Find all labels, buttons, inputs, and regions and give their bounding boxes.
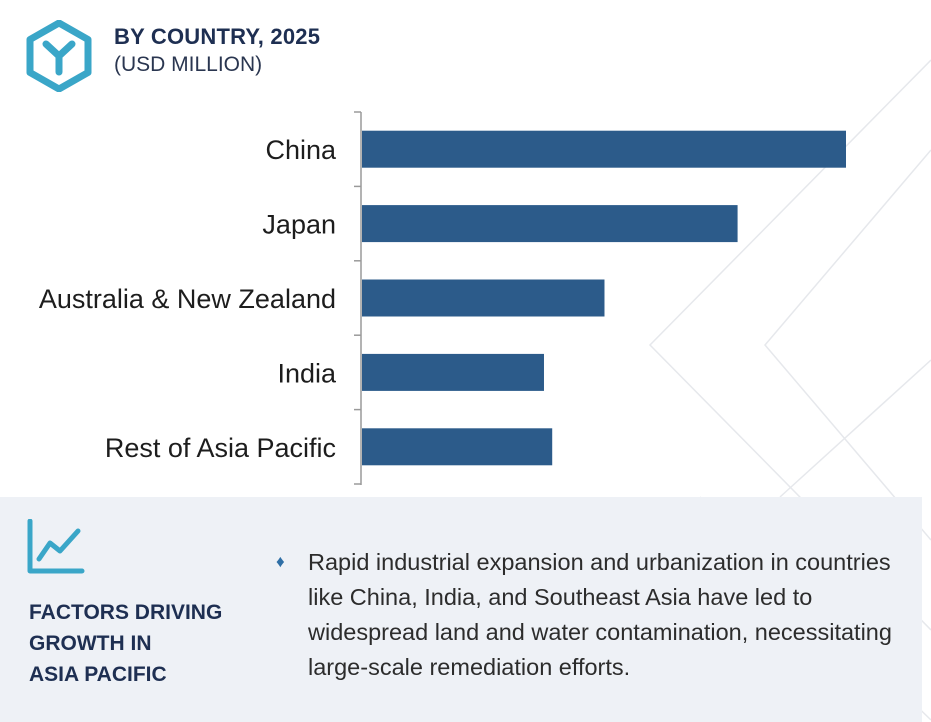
chart-title: BY COUNTRY, 2025 <box>114 24 321 49</box>
hexagon-y-logo-icon <box>26 20 92 92</box>
diamond-bullet-icon: ♦ <box>276 552 285 571</box>
bar <box>362 130 846 168</box>
factors-title-line: ASIA PACIFIC <box>29 663 167 686</box>
bar <box>362 279 605 317</box>
category-label: Australia & New Zealand <box>39 284 336 314</box>
category-label: China <box>265 135 337 165</box>
category-label: Japan <box>262 210 336 240</box>
chart-subtitle: (USD MILLION) <box>114 53 263 76</box>
bar <box>362 353 544 391</box>
category-label: Rest of Asia Pacific <box>105 433 336 463</box>
factor-text: Rapid industrial expansion and urbanizat… <box>308 549 892 680</box>
factors-panel: FACTORS DRIVING GROWTH IN ASIA PACIFIC ♦… <box>0 497 922 722</box>
category-label: India <box>277 358 337 388</box>
chart-header: BY COUNTRY, 2025 (USD MILLION) <box>114 24 320 77</box>
factors-title-line: FACTORS DRIVING <box>29 601 223 624</box>
bar <box>362 428 553 466</box>
growth-chart-icon <box>27 519 85 574</box>
bar-chart: China Japan Australia & New Zealand India Re… <box>39 111 846 485</box>
bar <box>362 205 738 243</box>
factors-title-line: GROWTH IN <box>29 632 152 655</box>
factors-title: FACTORS DRIVING GROWTH IN ASIA PACIFIC <box>29 597 259 690</box>
